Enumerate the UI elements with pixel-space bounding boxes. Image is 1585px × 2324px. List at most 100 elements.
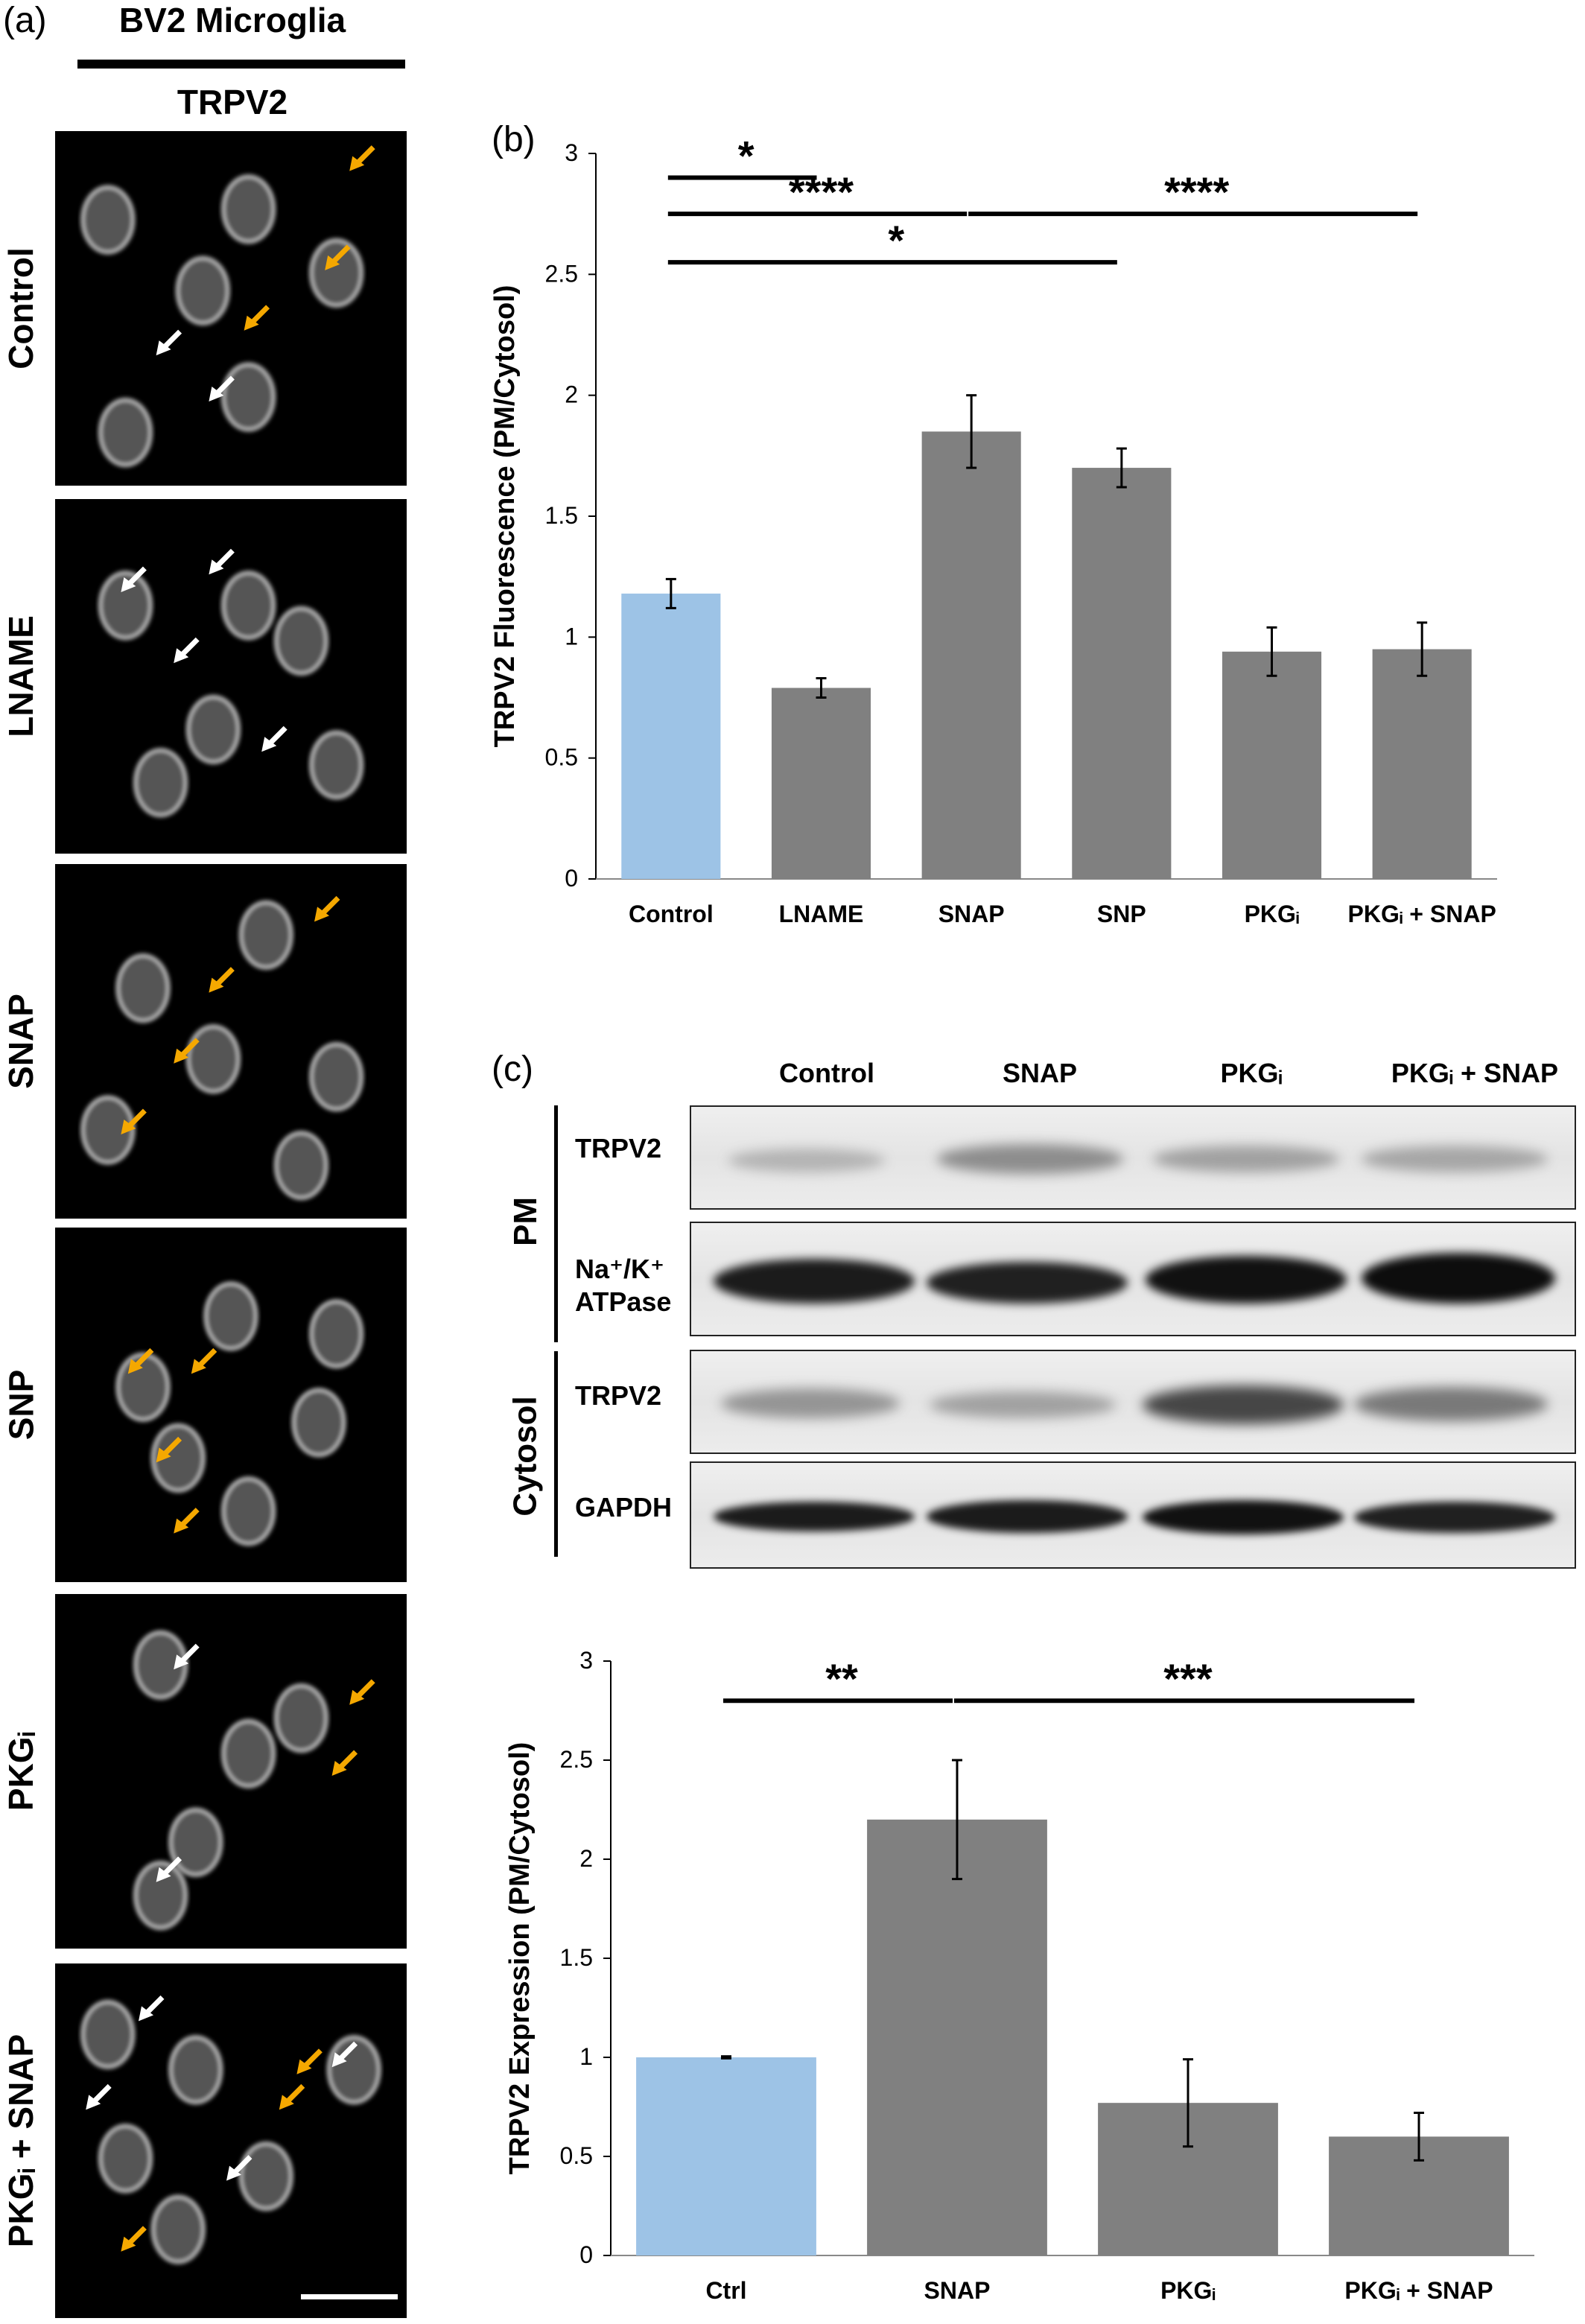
y-tick-label: 2 xyxy=(565,381,578,408)
cell xyxy=(309,1042,364,1112)
y-tick-label: 2.5 xyxy=(560,1746,593,1773)
lane-header-control: Control xyxy=(779,1058,874,1088)
band xyxy=(1143,1500,1344,1534)
cell xyxy=(221,571,276,641)
micrograph-cells xyxy=(80,1995,398,2299)
bar xyxy=(771,688,871,879)
cell xyxy=(98,398,153,468)
bar xyxy=(1072,468,1172,879)
y-axis-label: TRPV2 Expression (PM/Cytosol) xyxy=(504,1742,536,2175)
pm-bracket xyxy=(554,1105,558,1342)
significance-stars: * xyxy=(888,217,904,264)
lane-header-pkgi-snap: PKGᵢ + SNAP xyxy=(1391,1058,1559,1088)
x-tick-label: Control xyxy=(629,901,714,927)
yellow-arrow-icon xyxy=(121,1108,147,1134)
x-tick-label: SNP xyxy=(1097,901,1146,927)
white-arrow-icon xyxy=(226,2155,252,2181)
y-axis-label: TRPV2 Fluorescence (PM/Cytosol) xyxy=(489,285,521,748)
band xyxy=(721,1388,900,1418)
y-tick-label: 0 xyxy=(565,865,578,892)
blot-na-k-atpase xyxy=(690,1222,1576,1336)
band xyxy=(930,1391,1116,1418)
cell xyxy=(309,730,364,800)
micrograph-5 xyxy=(55,1594,407,1949)
yellow-arrow-icon xyxy=(174,1038,200,1064)
yellow-arrow-icon xyxy=(121,2226,147,2252)
x-tick-label: SNAP xyxy=(924,2277,991,2304)
panel-c-letter: (c) xyxy=(492,1050,533,1089)
cell xyxy=(273,606,328,676)
yellow-arrow-icon xyxy=(331,1750,358,1776)
white-arrow-icon xyxy=(121,566,147,592)
cell xyxy=(80,1999,136,2069)
yellow-arrow-icon xyxy=(349,145,375,171)
cell xyxy=(168,1807,223,1877)
blot-pm-trpv2 xyxy=(690,1105,1576,1210)
title-underline xyxy=(77,60,405,69)
y-tick-label: 0.5 xyxy=(545,744,578,771)
cell xyxy=(80,1095,136,1165)
yellow-arrow-icon xyxy=(296,2048,323,2074)
white-arrow-icon xyxy=(86,2083,112,2110)
bar xyxy=(921,431,1021,879)
white-arrow-icon xyxy=(139,1995,165,2022)
blot-label-na-k-atpase: Na⁺/K⁺ ATPase xyxy=(575,1254,672,1317)
cell xyxy=(291,1388,346,1458)
cell xyxy=(115,1352,171,1422)
micrograph-cells xyxy=(80,895,364,1201)
cell xyxy=(168,2035,223,2105)
row-label-5: PKGᵢ xyxy=(1,1731,40,1812)
blot-label-cytosol-trpv2: TRPV2 xyxy=(575,1380,662,1411)
blot-label-gapdh: GAPDH xyxy=(575,1492,673,1523)
micrograph-cells xyxy=(98,548,364,818)
bar xyxy=(621,593,721,879)
row-label-1: Control xyxy=(1,247,41,369)
yellow-arrow-icon xyxy=(325,244,351,270)
band xyxy=(1354,1502,1555,1533)
blot-gapdh xyxy=(690,1461,1576,1569)
chart-b: 0 0.5 1 1.5 2 2.5 3 TRPV2 Fluorescence (PM/Cyto… xyxy=(489,132,1497,927)
cell xyxy=(98,571,153,641)
row-label-3: SNAP xyxy=(1,994,40,1089)
yellow-arrow-icon xyxy=(156,1436,182,1463)
micrograph-3 xyxy=(55,864,407,1219)
band xyxy=(937,1144,1123,1174)
panel-b-letter: (b) xyxy=(492,120,536,159)
cell xyxy=(133,748,188,818)
bar xyxy=(1222,651,1322,879)
yellow-arrow-icon xyxy=(174,1508,200,1534)
yellow-arrow-icon xyxy=(191,1347,217,1374)
micrograph-cells xyxy=(133,1630,375,1931)
cell xyxy=(309,238,364,308)
cell xyxy=(185,694,241,764)
x-tick-label: LNAME xyxy=(779,901,864,927)
cell xyxy=(238,2142,293,2212)
x-tick-label: SNAP xyxy=(938,901,1005,927)
cell xyxy=(115,953,171,1023)
significance-stars: *** xyxy=(1163,1655,1213,1702)
cell xyxy=(203,1281,258,1351)
y-tick-label: 2.5 xyxy=(545,260,578,287)
band xyxy=(714,1259,915,1304)
y-tick-label: 1.5 xyxy=(545,502,578,529)
band xyxy=(728,1149,885,1172)
row-label-6: PKGᵢ + SNAP xyxy=(1,2034,40,2248)
yellow-arrow-icon xyxy=(349,1679,375,1705)
y-tick-label: 1 xyxy=(565,623,578,650)
chart-c: 0 0.5 1 1.5 2 2.5 3 TRPV2 Expression (PM/Cytoso… xyxy=(504,1647,1534,2304)
cell xyxy=(326,2035,381,2105)
cell xyxy=(150,1423,206,1493)
scale-bar xyxy=(301,2294,398,2299)
panel-a-subtitle: TRPV2 xyxy=(177,83,288,121)
yellow-arrow-icon xyxy=(244,305,270,331)
bar xyxy=(1372,649,1472,879)
row-label-2: LNAME xyxy=(1,615,41,737)
panel-a-letter: (a) xyxy=(3,1,47,40)
white-arrow-icon xyxy=(331,2041,358,2068)
y-tick-label: 1 xyxy=(579,2043,593,2070)
row-label-4: SNP xyxy=(1,1369,40,1441)
band xyxy=(1354,1387,1548,1421)
y-tick-label: 0 xyxy=(579,2241,593,2268)
significance-stars: * xyxy=(738,132,755,179)
x-tick-label: PKGᵢ + SNAP xyxy=(1348,901,1496,927)
